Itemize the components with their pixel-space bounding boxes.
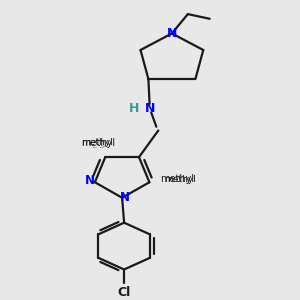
Text: methyl: methyl xyxy=(100,147,104,148)
Text: N: N xyxy=(145,102,155,115)
Text: methyl: methyl xyxy=(81,138,115,148)
Text: N: N xyxy=(167,27,177,40)
Text: methyl: methyl xyxy=(160,173,195,184)
Text: N: N xyxy=(120,191,130,204)
Text: Cl: Cl xyxy=(118,286,131,299)
Text: methyl: methyl xyxy=(81,138,112,147)
Text: methyl: methyl xyxy=(103,146,108,147)
Text: methyl: methyl xyxy=(93,146,98,148)
Text: H: H xyxy=(129,102,139,115)
Text: N: N xyxy=(85,174,95,187)
Text: methyl: methyl xyxy=(164,175,196,184)
